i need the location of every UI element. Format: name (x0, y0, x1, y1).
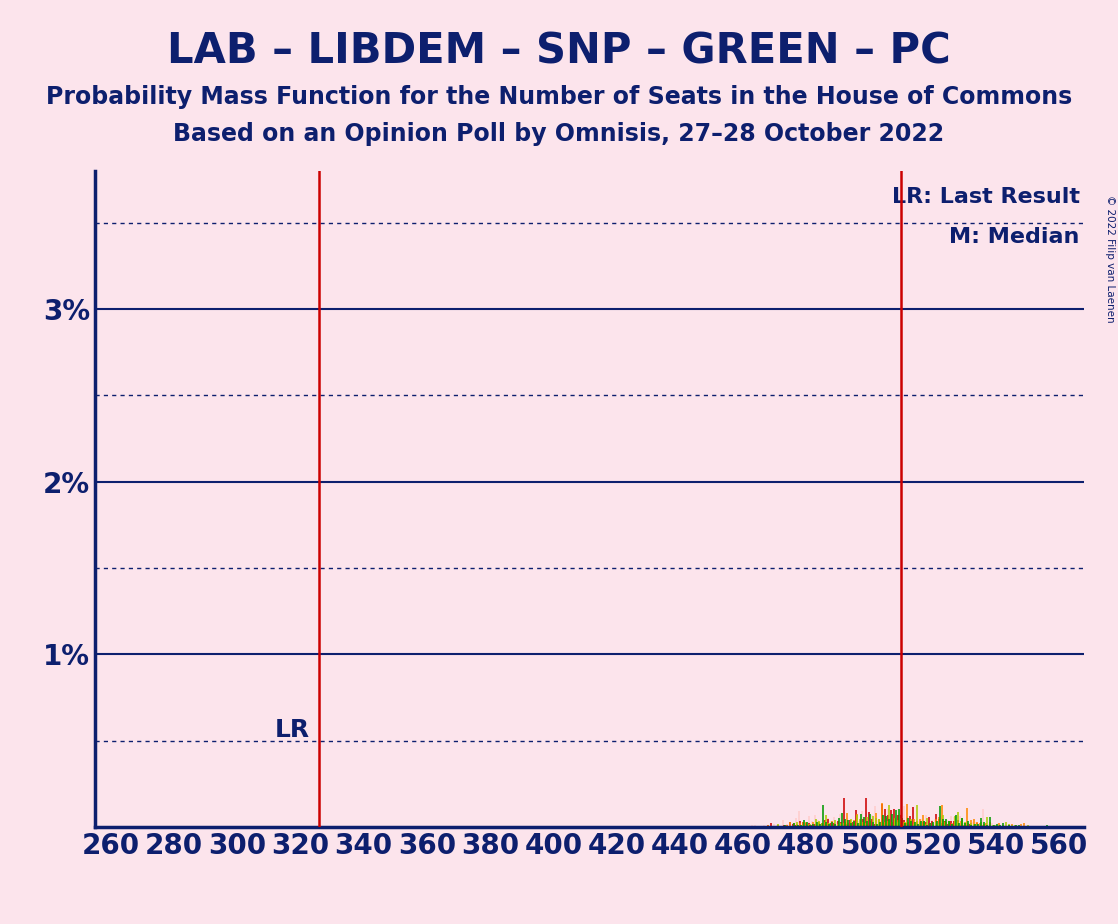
Text: © 2022 Filip van Laenen: © 2022 Filip van Laenen (1106, 195, 1115, 322)
Text: LR: LR (275, 718, 310, 742)
Text: Probability Mass Function for the Number of Seats in the House of Commons: Probability Mass Function for the Number… (46, 85, 1072, 109)
Text: M: Median: M: Median (949, 226, 1080, 247)
Text: Based on an Opinion Poll by Omnisis, 27–28 October 2022: Based on an Opinion Poll by Omnisis, 27–… (173, 122, 945, 146)
Text: LAB – LIBDEM – SNP – GREEN – PC: LAB – LIBDEM – SNP – GREEN – PC (167, 30, 951, 72)
Text: LR: Last Result: LR: Last Result (891, 188, 1080, 207)
